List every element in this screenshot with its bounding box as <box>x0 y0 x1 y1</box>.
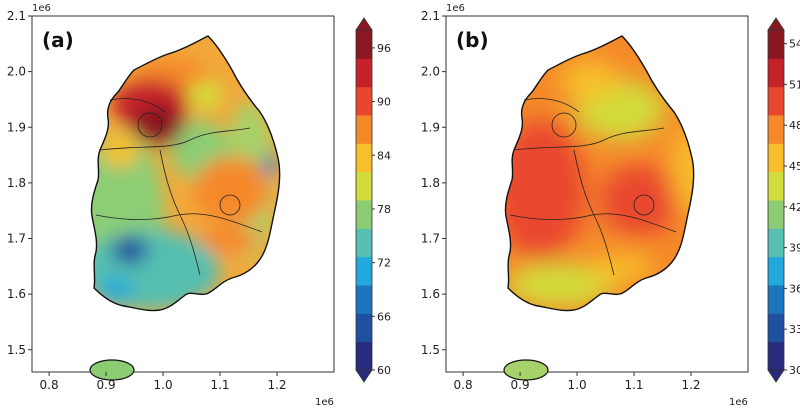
colorbar-tick-label: 54 <box>789 38 800 51</box>
y-tick-label: 1.8 <box>421 176 440 190</box>
colorbar-extend-min <box>355 369 373 383</box>
y-offset-label-a: 1e6 <box>32 3 51 14</box>
colorbar-extend-max <box>767 17 785 31</box>
x-tick-label: 0.8 <box>454 378 473 392</box>
axis-ticks-a: 0.8 0.9 1.0 1.1 1.2 1.5 1.6 1.7 1.8 1.9 2.0 2.1 <box>7 9 287 392</box>
y-tick-label: 2.0 <box>7 65 26 79</box>
y-tick-label: 1.6 <box>421 287 440 301</box>
x-tick-label: 1.0 <box>154 378 173 392</box>
axis-ticks-b: 0.8 0.9 1.0 1.1 1.2 1.5 1.6 1.7 1.8 1.9 2.0 2.1 <box>421 9 701 392</box>
x-tick-label: 1.0 <box>568 378 587 392</box>
panel-b: 0.8 0.9 1.0 1.1 1.2 1.5 1.6 1.7 1.8 1.9 2.0 2.1 (b)… <box>421 3 800 408</box>
colorbar-tick-label: 84 <box>377 149 391 162</box>
colorbar-segment <box>768 86 784 116</box>
colorbar-segment <box>356 30 372 59</box>
colorbar-segment <box>356 115 372 144</box>
x-tick-label: 0.9 <box>97 378 116 392</box>
colorbar-tick-label: 66 <box>377 310 391 323</box>
y-tick-label: 1.9 <box>7 120 26 134</box>
x-tick-label: 0.8 <box>40 378 59 392</box>
colorbar-segment <box>768 228 784 258</box>
y-tick-label: 1.6 <box>7 287 26 301</box>
x-tick-label: 1.2 <box>681 378 700 392</box>
y-tick-label: 1.5 <box>7 343 26 357</box>
x-tick-label: 1.1 <box>210 378 229 392</box>
colorbar-frame <box>767 29 785 371</box>
x-offset-label-a: 1e6 <box>315 397 334 408</box>
colorbar-tick-label: 36 <box>789 282 800 295</box>
colorbar-tick-label: 72 <box>377 257 391 270</box>
colorbar-tick-label: 51 <box>789 78 800 91</box>
colorbar-tick-label: 78 <box>377 203 391 216</box>
colorbar-segment <box>356 228 372 258</box>
y-offset-label-b: 1e6 <box>446 3 465 14</box>
colorbar-frame <box>355 29 373 371</box>
colorbar-segment <box>356 256 372 286</box>
colorbar-extend-min <box>767 369 785 383</box>
x-tick-label: 1.1 <box>624 378 643 392</box>
colorbar-segment <box>768 313 784 343</box>
colorbar-b: 30 33 36 39 42 45 48 51 54 <box>767 17 800 383</box>
colorbar-tick-label: 48 <box>789 119 800 132</box>
province-borders-a <box>95 98 263 276</box>
y-tick-label: 1.8 <box>7 176 26 190</box>
colorbar-tick-label: 30 <box>789 364 800 377</box>
colorbar-segment <box>768 341 784 371</box>
colorbar-tick-label: 45 <box>789 160 800 173</box>
colorbar-tick-label: 39 <box>789 242 800 255</box>
colorbar-segment <box>356 58 372 88</box>
x-tick-label: 1.2 <box>267 378 286 392</box>
x-offset-label-b: 1e6 <box>729 397 748 408</box>
colorbar-segment <box>356 200 372 229</box>
colorbar-segment <box>356 171 372 201</box>
colorbar-segment <box>356 86 372 116</box>
colorbar-tick-label: 96 <box>377 42 391 55</box>
x-tick-label: 0.9 <box>511 378 530 392</box>
panel-label-b: (b) <box>456 28 489 52</box>
colorbar-segment <box>768 58 784 88</box>
y-tick-label: 2.0 <box>421 65 440 79</box>
panel-label-a: (a) <box>42 28 74 52</box>
colorbar-tick-label: 90 <box>377 96 391 109</box>
jeju-island-a <box>89 359 135 381</box>
colorbar-segment <box>768 200 784 229</box>
y-tick-label: 2.1 <box>421 9 440 23</box>
y-tick-label: 1.7 <box>421 232 440 246</box>
jeju-island-b <box>503 359 549 381</box>
colorbar-tick-label: 42 <box>789 201 800 214</box>
colorbar-segment <box>768 143 784 173</box>
colorbar-segment <box>768 30 784 59</box>
colorbar-segment <box>356 143 372 173</box>
colorbar-a: 60 66 72 78 84 90 96 <box>355 17 391 383</box>
colorbar-tick-label: 60 <box>377 364 391 377</box>
panel-a: 0.8 0.9 1.0 1.1 1.2 1.5 1.6 1.7 1.8 1.9 2.0 2.1 (a)… <box>7 3 391 408</box>
colorbar-segment <box>768 171 784 201</box>
colorbar-segment <box>356 313 372 343</box>
province-borders-b <box>509 98 677 276</box>
colorbar-segment <box>356 285 372 314</box>
y-tick-label: 1.9 <box>421 120 440 134</box>
colorbar-segment <box>768 256 784 286</box>
y-tick-label: 2.1 <box>7 9 26 23</box>
colorbar-segment <box>768 285 784 314</box>
colorbar-tick-label: 33 <box>789 323 800 336</box>
y-tick-label: 1.7 <box>7 232 26 246</box>
colorbar-segment <box>356 341 372 371</box>
colorbar-extend-max <box>355 17 373 31</box>
y-tick-label: 1.5 <box>421 343 440 357</box>
colorbar-segment <box>768 115 784 144</box>
